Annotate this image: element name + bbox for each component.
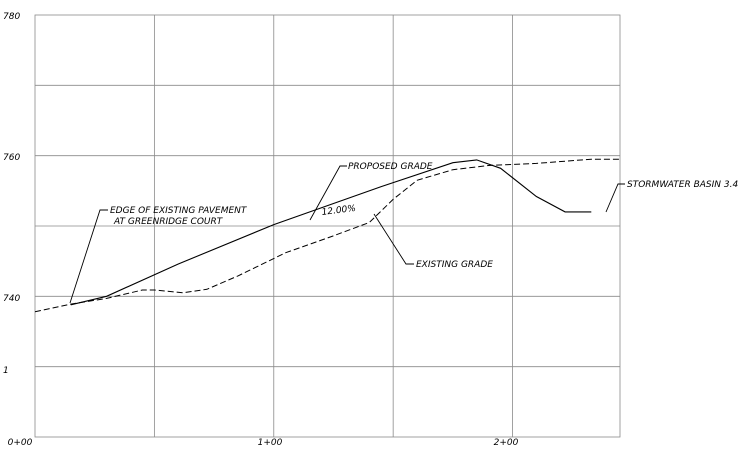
x-tick-2+00: 2+00 <box>494 438 519 448</box>
existing-grade-line <box>34 158 620 313</box>
basin-label: STORMWATER BASIN 3.4 <box>627 180 738 190</box>
y-tick-780: 780 <box>3 12 20 22</box>
pavement-leader <box>69 209 108 304</box>
proposed-grade-label: PROPOSED GRADE <box>348 162 433 172</box>
pavement-label-line2: AT GREENRIDGE COURT <box>113 217 224 227</box>
proposed-grade-line <box>70 159 592 306</box>
y-tick-740: 740 <box>3 294 20 304</box>
existing-grade-leader <box>373 213 414 265</box>
proposed-grade-leader <box>309 165 347 221</box>
slope-label: 12.00% <box>321 204 356 218</box>
stray-label: 1 <box>3 366 9 376</box>
basin-leader <box>605 183 625 213</box>
pavement-label-line1: EDGE OF EXISTING PAVEMENT <box>110 206 248 216</box>
x-tick-1+00: 1+00 <box>258 438 283 448</box>
y-tick-760: 760 <box>3 153 20 163</box>
x-tick-0+00: 0+00 <box>8 438 33 448</box>
grid <box>34 14 621 438</box>
existing-grade-label: EXISTING GRADE <box>416 260 493 270</box>
